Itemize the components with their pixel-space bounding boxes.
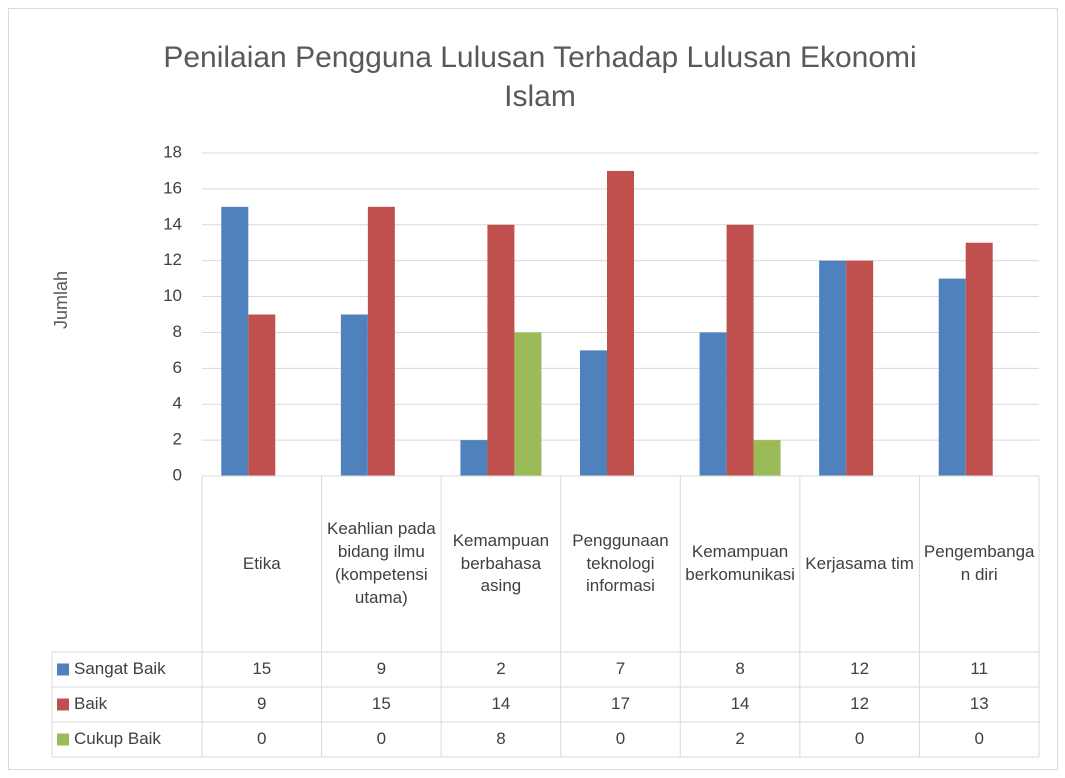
y-tick-label: 8 xyxy=(173,322,182,341)
table-value: 14 xyxy=(491,694,511,714)
table-value: 12 xyxy=(850,694,870,714)
bar xyxy=(819,260,847,476)
y-tick-label: 0 xyxy=(173,465,182,484)
table-value: 9 xyxy=(257,694,267,714)
table-value: 15 xyxy=(252,659,272,679)
table-value: 8 xyxy=(496,729,506,749)
y-tick-label: 4 xyxy=(173,394,182,413)
bar xyxy=(367,206,395,477)
bar xyxy=(753,440,781,476)
bar xyxy=(846,260,874,476)
category-label: Pengembangan diri xyxy=(923,542,1035,584)
table-value: 9 xyxy=(376,659,387,679)
category-label: Penggunaan teknologi informasi xyxy=(572,530,669,596)
table-value: 0 xyxy=(615,729,626,749)
table-value: 0 xyxy=(854,729,865,749)
y-axis-label: Jumlah xyxy=(51,271,71,329)
bar xyxy=(514,332,542,476)
table-value: 0 xyxy=(974,729,984,749)
category-label: Kemampuan berkomunikasi xyxy=(685,542,795,584)
y-tick-label: 6 xyxy=(173,358,182,377)
y-tick-label: 2 xyxy=(173,430,182,449)
bar xyxy=(580,350,607,476)
bar xyxy=(965,242,993,476)
bar xyxy=(221,206,249,477)
legend-key xyxy=(57,663,69,676)
bar xyxy=(726,224,754,476)
bar xyxy=(460,440,488,476)
table-value: 15 xyxy=(371,694,391,714)
bar xyxy=(699,332,727,476)
bar xyxy=(938,278,966,476)
legend-label: Baik xyxy=(74,694,108,714)
bar xyxy=(340,314,368,476)
table-value: 12 xyxy=(850,659,870,679)
chart-title: Penilaian Pengguna Lulusan Terhadap Lulu… xyxy=(163,41,917,113)
legend-key xyxy=(57,733,69,746)
y-tick-label: 12 xyxy=(163,250,182,269)
category-label: Kerjasama tim xyxy=(805,553,914,573)
table-value: 8 xyxy=(735,659,745,679)
bar xyxy=(248,314,276,476)
legend-key xyxy=(57,698,69,711)
category-label: Etika xyxy=(242,553,281,573)
table-value: 17 xyxy=(611,694,630,714)
y-tick-label: 14 xyxy=(163,214,182,233)
category-label: Kemampuan berbahasa asing xyxy=(452,530,550,596)
table-value: 14 xyxy=(730,694,750,714)
bar xyxy=(487,224,515,476)
table-value: 7 xyxy=(615,659,626,679)
legend-label: Sangat Baik xyxy=(74,659,166,679)
table-value: 11 xyxy=(970,659,989,679)
table-value: 2 xyxy=(496,659,506,679)
y-tick-label: 10 xyxy=(163,286,182,305)
legend-label: Cukup Baik xyxy=(74,729,161,749)
table-value: 2 xyxy=(735,729,745,749)
category-label: Keahlian pada bidang ilmu (kompetensi ut… xyxy=(326,519,436,607)
bar xyxy=(607,170,634,476)
table-value: 0 xyxy=(257,729,267,749)
table-value: 13 xyxy=(969,694,989,714)
table-value: 0 xyxy=(376,729,387,749)
y-tick-label: 16 xyxy=(163,178,182,197)
y-tick-label: 18 xyxy=(163,142,182,161)
